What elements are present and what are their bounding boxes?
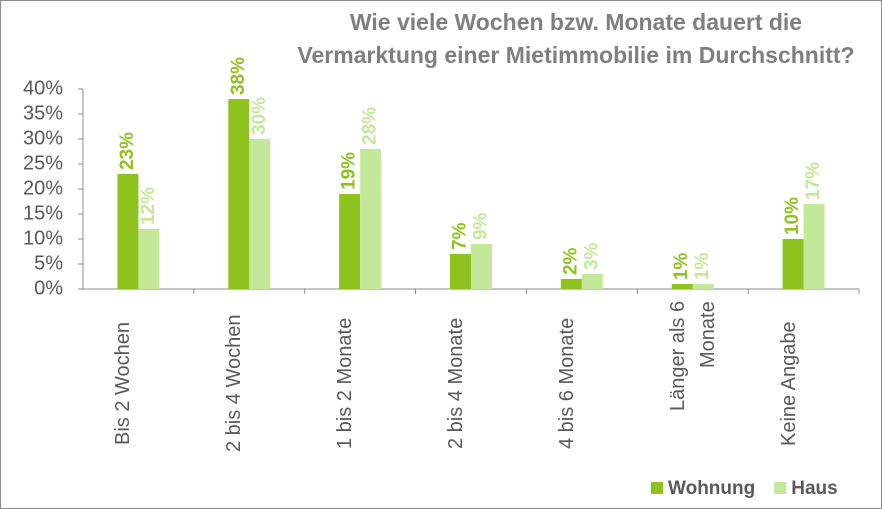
data-label: 38%: [228, 57, 249, 95]
y-tick-label: 25%: [23, 152, 63, 174]
data-label: 17%: [803, 162, 824, 200]
legend-swatch: [651, 482, 663, 494]
x-tick-label: 1 bis 2 Monate: [334, 317, 357, 450]
bar: [560, 279, 582, 289]
y-tick-label: 5%: [34, 252, 63, 274]
data-label: 1%: [671, 252, 692, 280]
bar: [692, 284, 714, 289]
legend-label: Wohnung: [668, 478, 755, 499]
x-tick-label: 4 bis 6 Monate: [555, 317, 578, 450]
y-tick-label: 15%: [23, 202, 63, 224]
bar: [671, 284, 693, 289]
y-tick-label: 20%: [23, 177, 63, 199]
bar: [450, 254, 471, 289]
x-tick-label: Bis 2 Wochen: [112, 321, 135, 446]
data-label: 1%: [692, 252, 713, 280]
bar: [581, 274, 603, 289]
y-tick-label: 30%: [23, 127, 63, 149]
data-label: 12%: [138, 187, 159, 225]
bar: [782, 239, 804, 289]
y-tick-label: 0%: [34, 277, 63, 299]
data-label: 23%: [117, 132, 138, 170]
x-tick-label: 2 bis 4 Monate: [445, 317, 467, 450]
bar: [249, 139, 271, 289]
bar: [138, 229, 160, 289]
y-tick-label: 40%: [23, 77, 63, 99]
data-label: 2%: [560, 247, 581, 275]
bar: [360, 149, 382, 289]
data-label: 19%: [339, 152, 360, 190]
x-tick-label: 2 bis 4 Wochen: [223, 314, 246, 453]
chart-title: Wie viele Wochen bzw. Monate dauert die …: [297, 9, 855, 68]
data-label: 10%: [782, 197, 803, 235]
x-tick-label: Länger als 6 Monate: [666, 301, 719, 412]
y-tick-label: 10%: [23, 227, 63, 249]
bar: [117, 174, 139, 289]
bar: [228, 99, 250, 289]
data-label: 30%: [249, 97, 270, 135]
y-tick-label: 35%: [23, 102, 63, 124]
x-tick-label: Keine Angabe: [777, 321, 800, 446]
data-label: 9%: [471, 212, 492, 240]
legend-label: Haus: [791, 478, 837, 499]
data-label: 7%: [450, 222, 471, 250]
data-label: 28%: [360, 107, 381, 145]
bar: [803, 204, 825, 289]
data-label: 3%: [581, 242, 602, 270]
legend-swatch: [774, 482, 787, 494]
bar: [339, 194, 361, 289]
bar: [471, 244, 492, 289]
